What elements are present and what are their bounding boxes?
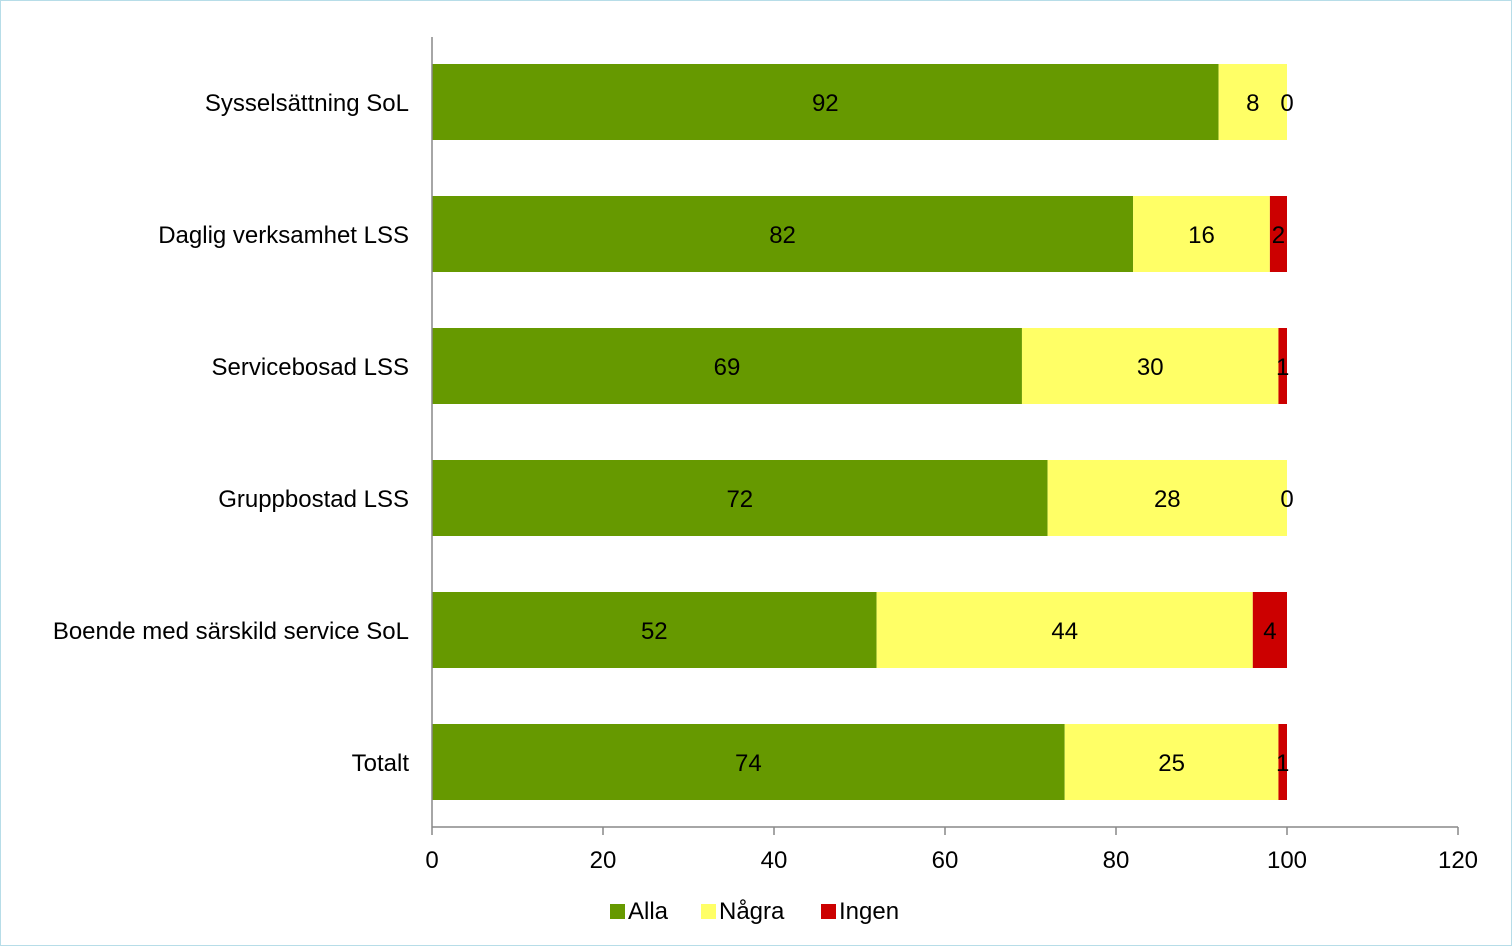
data-label-n-gra-3: 28: [1154, 486, 1181, 513]
legend-swatch-ingen: [821, 904, 836, 919]
bar-segment-ingen-5: [1278, 724, 1287, 800]
category-label-5: Totalt: [352, 750, 410, 777]
bar-segment-alla-4: [432, 592, 877, 668]
x-tick-label-5: 100: [1267, 847, 1307, 874]
legend: Alla Några Ingen: [610, 898, 899, 925]
data-label-alla-1: 82: [769, 222, 796, 249]
data-label-ingen-4: 4: [1263, 618, 1276, 645]
category-label-3: Gruppbostad LSS: [218, 486, 409, 513]
category-label-2: Servicebosad LSS: [212, 354, 409, 381]
data-label-n-gra-1: 16: [1188, 222, 1215, 249]
bar-segment-ingen-2: [1278, 328, 1287, 404]
data-label-alla-0: 92: [812, 90, 839, 117]
bars-layer: [432, 64, 1287, 800]
bar-segment-alla-0: [432, 64, 1219, 140]
bar-segment-n-gra-4: [876, 592, 1253, 668]
category-label-1: Daglig verksamhet LSS: [158, 222, 409, 249]
data-label-ingen-1: 2: [1272, 222, 1285, 249]
data-label-ingen-2: 1: [1276, 354, 1289, 381]
bar-segment-n-gra-5: [1064, 724, 1279, 800]
legend-swatch-alla: [610, 904, 625, 919]
legend-label-alla: Alla: [628, 898, 669, 925]
data-label-n-gra-4: 44: [1051, 618, 1078, 645]
bar-segment-ingen-1: [1269, 196, 1287, 272]
data-labels-layer: 92 8 082 16 269 30 172 28 052 44 474 25 1: [641, 90, 1294, 777]
x-tick-label-1: 20: [590, 847, 617, 874]
bar-segment-alla-5: [432, 724, 1065, 800]
data-label-alla-2: 69: [714, 354, 741, 381]
axes-layer: Sysselsättning SoL Daglig verksamhet LSS S…: [53, 37, 1478, 874]
data-label-alla-4: 52: [641, 618, 668, 645]
data-label-alla-5: 74: [735, 750, 762, 777]
bar-segment-n-gra-3: [1047, 460, 1287, 536]
x-tick-label-2: 40: [761, 847, 788, 874]
x-tick-label-4: 80: [1103, 847, 1130, 874]
data-label-alla-3: 72: [726, 486, 753, 513]
data-label-ingen-3: 0: [1280, 486, 1293, 513]
data-label-ingen-0: 0: [1280, 90, 1293, 117]
bar-segment-ingen-4: [1252, 592, 1287, 668]
data-label-ingen-5: 1: [1276, 750, 1289, 777]
category-label-0: Sysselsättning SoL: [205, 90, 409, 117]
legend-label-ingen: Ingen: [839, 898, 899, 925]
bar-segment-n-gra-1: [1133, 196, 1270, 272]
bar-segment-n-gra-0: [1218, 64, 1287, 140]
legend-swatch-n-gra: [701, 904, 716, 919]
data-label-n-gra-0: 8: [1246, 90, 1259, 117]
legend-label-n-gra: Några: [719, 898, 785, 925]
x-tick-label-0: 0: [425, 847, 438, 874]
x-tick-label-6: 120: [1438, 847, 1478, 874]
bar-segment-n-gra-2: [1021, 328, 1279, 404]
category-label-4: Boende med särskild service SoL: [53, 618, 409, 645]
data-label-n-gra-5: 25: [1158, 750, 1185, 777]
bar-segment-alla-3: [432, 460, 1048, 536]
bar-segment-alla-2: [432, 328, 1022, 404]
data-label-n-gra-2: 30: [1137, 354, 1164, 381]
x-tick-label-3: 60: [932, 847, 959, 874]
bar-segment-alla-1: [432, 196, 1134, 272]
